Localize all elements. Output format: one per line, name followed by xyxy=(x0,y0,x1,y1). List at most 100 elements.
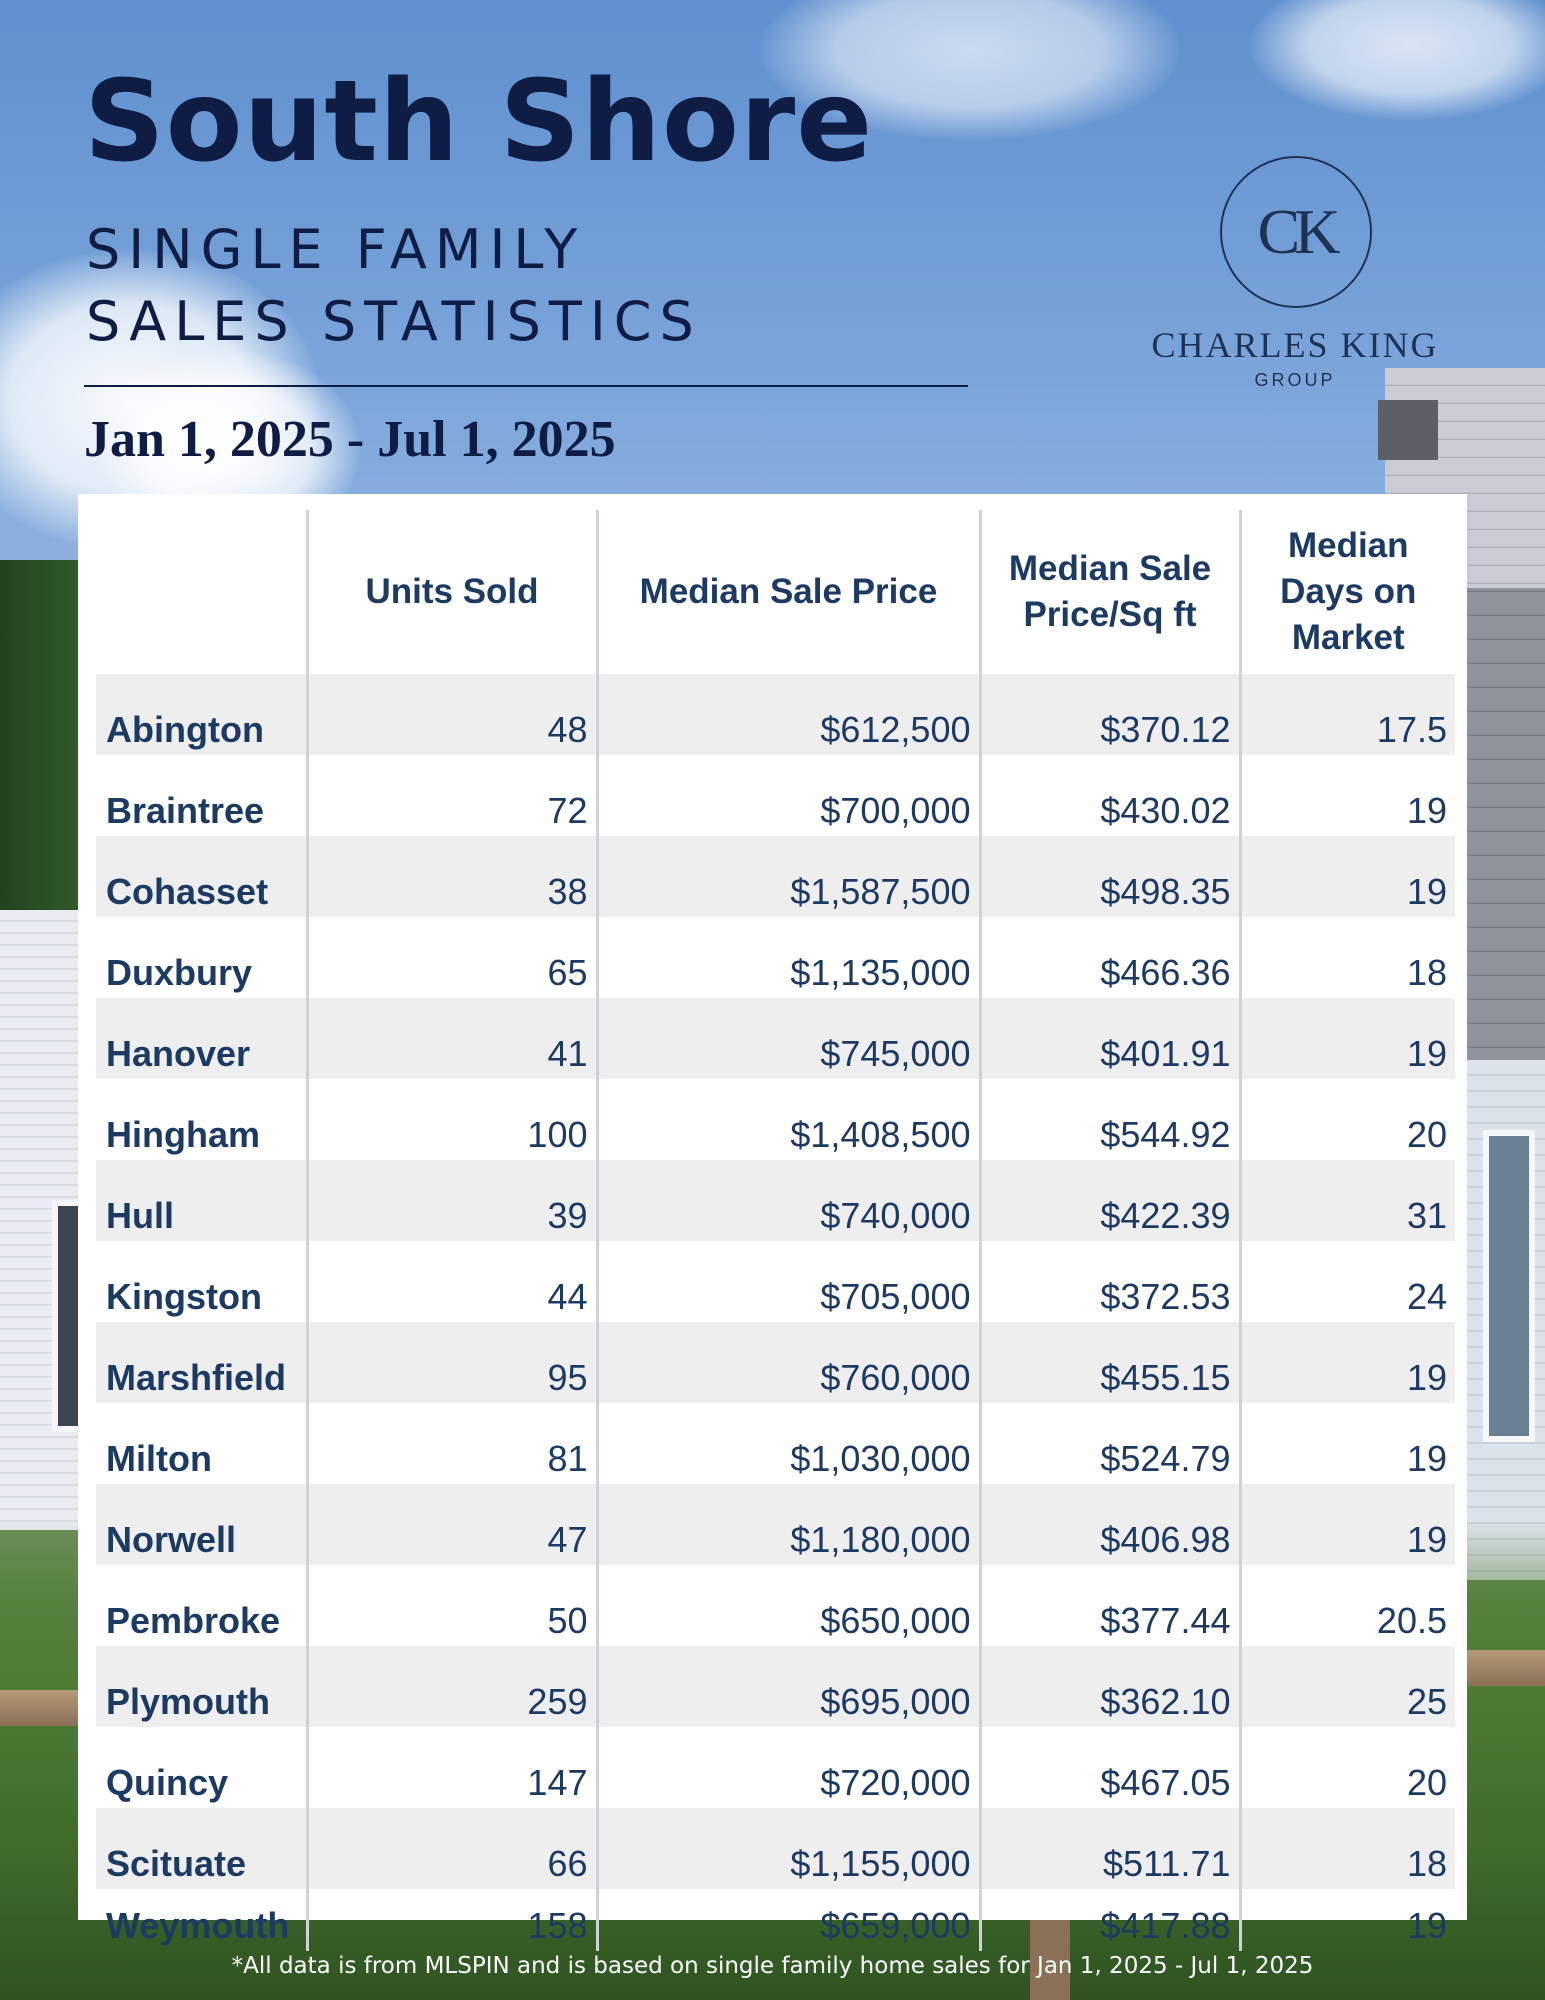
cell-town: Pembroke xyxy=(106,1600,281,1641)
cell-units-sold: 50 xyxy=(305,1565,597,1646)
cell-units-sold: 48 xyxy=(305,674,597,755)
table-header-row: Units Sold Median Sale Price Median Sale… xyxy=(96,510,1455,674)
cell-town: Weymouth xyxy=(106,1905,290,1946)
sales-stats-table: Units Sold Median Sale Price Median Sale… xyxy=(96,510,1455,1951)
table-row: Cohasset 38 $1,587,500 $498.35 19 xyxy=(96,836,1455,917)
subtitle-line-2: SALES STATISTICS xyxy=(86,290,702,353)
table-row: Scituate 66 $1,155,000 $511.71 18 xyxy=(96,1808,1455,1889)
cell-median-price-per-sqft: $372.53 xyxy=(978,1241,1240,1322)
logo-group: GROUP xyxy=(1254,370,1336,390)
cell-town: Duxbury xyxy=(106,952,253,993)
table-row: Kingston 44 $705,000 $372.53 24 xyxy=(96,1241,1455,1322)
table-row: Hull 39 $740,000 $422.39 31 xyxy=(96,1160,1455,1241)
cell-median-sale-price: $1,135,000 xyxy=(595,917,980,998)
cell-median-days-on-market: 24 xyxy=(1238,1241,1455,1322)
cell-median-sale-price: $745,000 xyxy=(595,998,980,1079)
column-header-units-sold: Units Sold xyxy=(305,510,597,674)
logo-name: CHARLES KING xyxy=(1151,325,1439,365)
table-row: Milton 81 $1,030,000 $524.79 19 xyxy=(96,1403,1455,1484)
cell-median-sale-price: $1,408,500 xyxy=(595,1079,980,1160)
cell-median-sale-price: $1,587,500 xyxy=(595,836,980,917)
cloud xyxy=(760,0,1180,140)
house-roof-right xyxy=(1455,520,1545,1060)
cell-units-sold: 81 xyxy=(305,1403,597,1484)
fence-rail-right xyxy=(1465,1650,1545,1686)
cell-median-days-on-market: 19 xyxy=(1238,836,1455,917)
cell-median-sale-price: $1,030,000 xyxy=(595,1403,980,1484)
cell-units-sold: 95 xyxy=(305,1322,597,1403)
table-row: Plymouth 259 $695,000 $362.10 25 xyxy=(96,1646,1455,1727)
column-header-median-price-per-sqft: Median Sale Price/Sq ft xyxy=(978,510,1240,674)
logo-monogram: CK xyxy=(1257,196,1341,267)
cell-median-price-per-sqft: $467.05 xyxy=(978,1727,1240,1808)
cell-units-sold: 158 xyxy=(305,1889,597,1951)
cell-median-sale-price: $612,500 xyxy=(595,674,980,755)
cell-median-price-per-sqft: $401.91 xyxy=(978,998,1240,1079)
cell-median-days-on-market: 20.5 xyxy=(1238,1565,1455,1646)
cell-town: Milton xyxy=(106,1438,212,1479)
table-row: Marshfield 95 $760,000 $455.15 19 xyxy=(96,1322,1455,1403)
cell-units-sold: 38 xyxy=(305,836,597,917)
page-title: South Shore xyxy=(84,57,874,187)
cell-median-days-on-market: 19 xyxy=(1238,1484,1455,1565)
cell-median-price-per-sqft: $406.98 xyxy=(978,1484,1240,1565)
cell-town: Kingston xyxy=(106,1276,262,1317)
header-divider xyxy=(84,385,968,387)
cell-units-sold: 47 xyxy=(305,1484,597,1565)
column-header-median-sale-price: Median Sale Price xyxy=(595,510,980,674)
cell-median-price-per-sqft: $524.79 xyxy=(978,1403,1240,1484)
cell-median-sale-price: $700,000 xyxy=(595,755,980,836)
logo-emblem: CK xyxy=(1220,156,1372,308)
cell-town: Hingham xyxy=(106,1114,261,1155)
cell-median-sale-price: $760,000 xyxy=(595,1322,980,1403)
fence-rail-left xyxy=(0,1690,80,1726)
chimney-cap xyxy=(1378,400,1438,460)
cell-median-sale-price: $740,000 xyxy=(595,1160,980,1241)
cell-median-price-per-sqft: $455.15 xyxy=(978,1322,1240,1403)
cell-median-price-per-sqft: $370.12 xyxy=(978,674,1240,755)
data-source-footnote: *All data is from MLSPIN and is based on… xyxy=(231,1953,1314,1979)
cell-median-days-on-market: 18 xyxy=(1238,1808,1455,1889)
cell-median-days-on-market: 19 xyxy=(1238,998,1455,1079)
cell-median-price-per-sqft: $544.92 xyxy=(978,1079,1240,1160)
house-window-right xyxy=(1483,1130,1535,1442)
cell-units-sold: 147 xyxy=(305,1727,597,1808)
cell-town: Hull xyxy=(96,1160,307,1241)
cell-town: Norwell xyxy=(96,1484,307,1565)
column-header-median-days-on-market: Median Days on Market xyxy=(1238,510,1455,674)
cell-town: Scituate xyxy=(96,1808,307,1889)
page-subtitle: SINGLE FAMILY SALES STATISTICS xyxy=(86,214,702,358)
cell-median-days-on-market: 25 xyxy=(1238,1646,1455,1727)
table-row: Hingham 100 $1,408,500 $544.92 20 xyxy=(96,1079,1455,1160)
cell-median-sale-price: $695,000 xyxy=(595,1646,980,1727)
cell-town: Hanover xyxy=(96,998,307,1079)
cell-units-sold: 100 xyxy=(305,1079,597,1160)
cell-median-price-per-sqft: $422.39 xyxy=(978,1160,1240,1241)
cell-median-price-per-sqft: $511.71 xyxy=(978,1808,1240,1889)
table-row: Pembroke 50 $650,000 $377.44 20.5 xyxy=(96,1565,1455,1646)
cell-median-days-on-market: 18 xyxy=(1238,917,1455,998)
cell-units-sold: 66 xyxy=(305,1808,597,1889)
cell-median-days-on-market: 31 xyxy=(1238,1160,1455,1241)
cell-units-sold: 39 xyxy=(305,1160,597,1241)
cell-median-price-per-sqft: $430.02 xyxy=(978,755,1240,836)
cell-median-price-per-sqft: $417.88 xyxy=(978,1889,1240,1951)
cell-units-sold: 259 xyxy=(305,1646,597,1727)
cell-median-days-on-market: 20 xyxy=(1238,1727,1455,1808)
table-row: Weymouth 158 $659,000 $417.88 19 xyxy=(96,1889,1455,1951)
table-row: Hanover 41 $745,000 $401.91 19 xyxy=(96,998,1455,1079)
cell-median-price-per-sqft: $377.44 xyxy=(978,1565,1240,1646)
table-row: Duxbury 65 $1,135,000 $466.36 18 xyxy=(96,917,1455,998)
table-row: Braintree 72 $700,000 $430.02 19 xyxy=(96,755,1455,836)
table-row: Norwell 47 $1,180,000 $406.98 19 xyxy=(96,1484,1455,1565)
cell-median-days-on-market: 19 xyxy=(1238,1889,1455,1951)
stats-card: Units Sold Median Sale Price Median Sale… xyxy=(78,494,1467,1951)
cell-town: Marshfield xyxy=(96,1322,307,1403)
date-range: Jan 1, 2025 - Jul 1, 2025 xyxy=(84,411,616,468)
cell-median-sale-price: $720,000 xyxy=(595,1727,980,1808)
cell-median-days-on-market: 17.5 xyxy=(1238,674,1455,755)
cell-median-days-on-market: 19 xyxy=(1238,1322,1455,1403)
cell-units-sold: 72 xyxy=(305,755,597,836)
cell-units-sold: 41 xyxy=(305,998,597,1079)
cell-town: Braintree xyxy=(106,790,265,831)
